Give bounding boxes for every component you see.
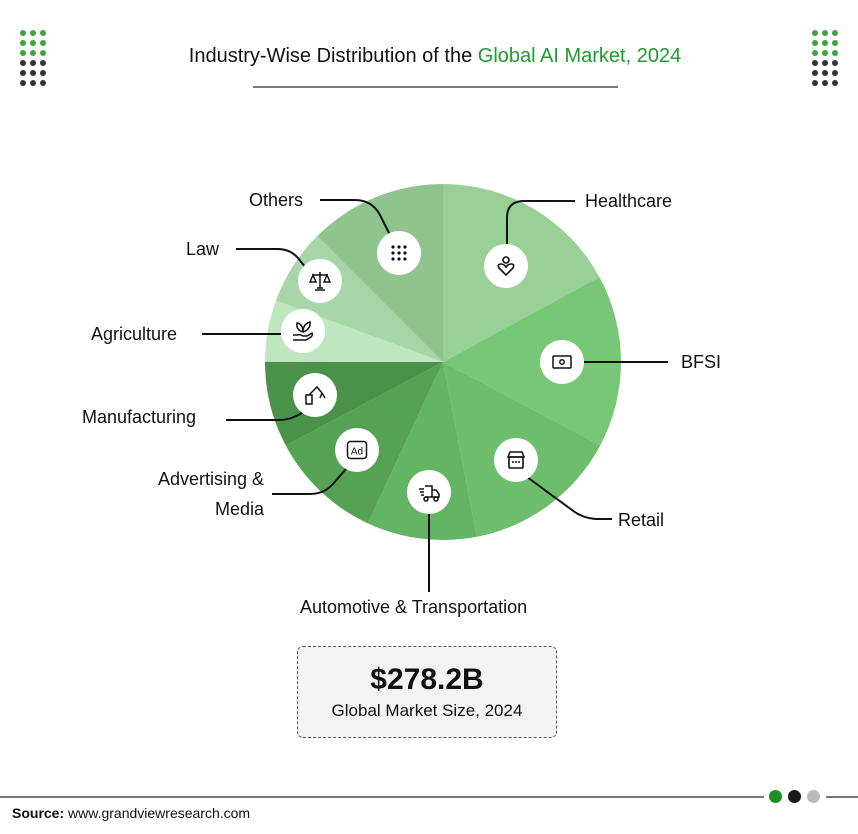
market-size-box: $278.2B Global Market Size, 2024 [297, 646, 557, 738]
truck-icon [407, 470, 451, 514]
leader-line-law [236, 248, 307, 269]
scales-icon [298, 259, 342, 303]
dot [40, 80, 46, 86]
dot [822, 60, 828, 66]
plant-hand-icon [281, 309, 325, 353]
dot [40, 30, 46, 36]
dot [822, 30, 828, 36]
dot [812, 40, 818, 46]
svg-text:Ad: Ad [351, 447, 363, 458]
label-bfsi: BFSI [681, 352, 722, 372]
dot [812, 50, 818, 56]
decorative-dots-right [812, 30, 838, 86]
source-line: Source: www.grandviewresearch.com [12, 805, 250, 821]
dot [20, 50, 26, 56]
title-underline [253, 86, 618, 88]
label-agriculture: Agriculture [91, 324, 178, 344]
label-retail: Retail [618, 510, 665, 530]
source-label: Source: [12, 805, 65, 821]
dot [832, 70, 838, 76]
leader-lines [202, 199, 668, 592]
ad-icon: Ad [335, 428, 379, 472]
dot [822, 40, 828, 46]
dot [822, 70, 828, 76]
label-advertising-line2: Media [214, 499, 264, 519]
market-size-caption: Global Market Size, 2024 [331, 701, 523, 720]
dot [40, 70, 46, 76]
dot [832, 40, 838, 46]
page-title: Industry-Wise Distribution of the Global… [0, 45, 858, 68]
dot [822, 50, 828, 56]
label-healthcare: Healthcare [585, 191, 673, 211]
pie-slice-others [317, 184, 443, 362]
dot [20, 60, 26, 66]
dot [812, 30, 818, 36]
store-icon [494, 438, 538, 482]
dot [30, 80, 36, 86]
dot [30, 30, 36, 36]
dot [812, 80, 818, 86]
title-text: Industry-Wise Distribution of the [188, 45, 478, 67]
dot [30, 50, 36, 56]
dot [20, 30, 26, 36]
label-automotive: Automotive & Transportation [300, 597, 528, 617]
pie-slice-bfsi [443, 277, 622, 446]
dot [832, 80, 838, 86]
title-highlight: Global AI Market, 2024 [477, 45, 682, 67]
source-url: www.grandviewresearch.com [68, 805, 251, 821]
label-advertising-line1: Advertising & [157, 469, 264, 489]
leader-line-manufacturing [226, 411, 304, 421]
dot [832, 30, 838, 36]
dot [20, 40, 26, 46]
dot [30, 70, 36, 76]
dot [40, 50, 46, 56]
dot [20, 80, 26, 86]
dot [30, 60, 36, 66]
dot [30, 40, 36, 46]
label-advertising-media: Advertising & Media [138, 467, 264, 521]
label-manufacturing: Manufacturing [82, 407, 197, 427]
label-others: Others [249, 190, 304, 210]
dot [822, 80, 828, 86]
footer-divider-right [826, 796, 858, 798]
leader-line-healthcare [506, 200, 575, 244]
footer-dot-black [788, 790, 801, 803]
robot-arm-icon [293, 373, 337, 417]
person-heart-icon [484, 244, 528, 288]
leader-line-retail [526, 476, 612, 520]
leader-line-advertising [272, 468, 347, 495]
footer-divider [0, 796, 764, 798]
dot [20, 70, 26, 76]
dot [812, 60, 818, 66]
dot [40, 60, 46, 66]
footer-dot-green [769, 790, 782, 803]
grid-dots-icon [377, 231, 421, 275]
dot [40, 40, 46, 46]
decorative-dots-left [20, 30, 46, 86]
market-size-value: $278.2B [370, 663, 484, 696]
banknote-icon [540, 340, 584, 384]
dot [812, 70, 818, 76]
leader-line-others [320, 199, 391, 236]
dot [832, 50, 838, 56]
label-law: Law [186, 239, 220, 259]
footer-dot-gray [807, 790, 820, 803]
dot [832, 60, 838, 66]
